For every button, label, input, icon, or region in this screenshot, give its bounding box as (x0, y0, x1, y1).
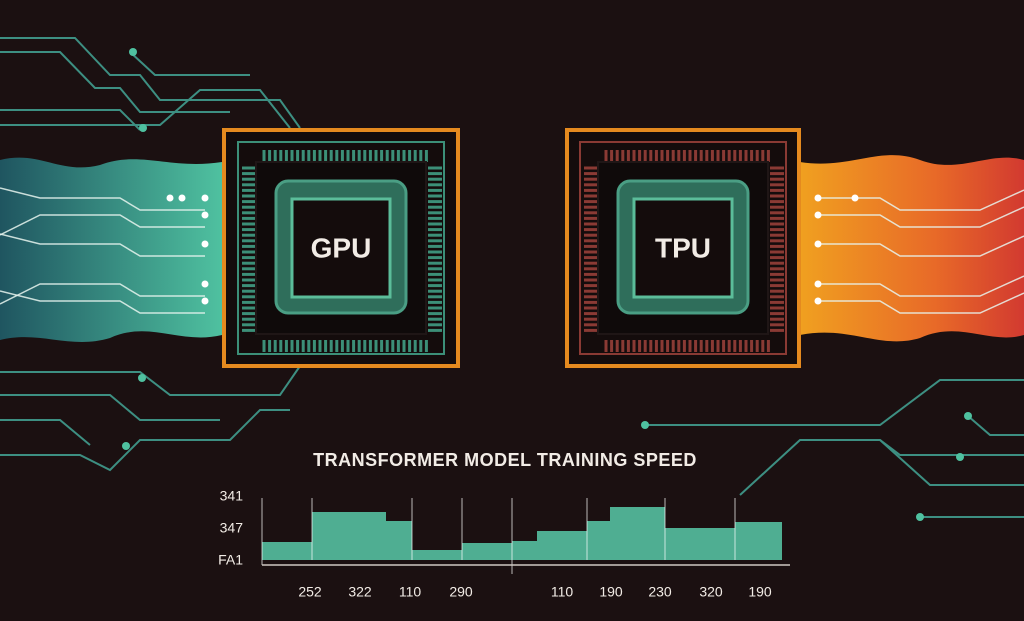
wire (818, 206, 1024, 228)
x-label: 190 (599, 584, 623, 600)
wire-node (814, 240, 822, 248)
gpu-chip: GPU (222, 128, 460, 368)
wire (0, 214, 205, 236)
wire-node (201, 240, 209, 248)
x-label: 190 (748, 584, 772, 600)
y-label: FA1 (218, 552, 243, 568)
gpu-data-stream (0, 157, 222, 342)
wire-node (851, 194, 859, 202)
wire-node (814, 194, 822, 202)
wire (0, 283, 205, 305)
chart-title: TRANSFORMER MODEL TRAINING SPEED (313, 450, 697, 470)
x-label: 252 (298, 584, 322, 600)
speed-area (262, 507, 782, 560)
wire (0, 290, 205, 314)
y-label: 347 (220, 520, 244, 536)
signal-wires (0, 187, 1024, 314)
wire-node (201, 280, 209, 288)
chip-label: TPU (655, 232, 711, 263)
x-label: 110 (551, 584, 574, 600)
tpu-data-stream (800, 155, 1024, 342)
wire-node (814, 211, 822, 219)
wire (0, 187, 205, 211)
speed-chart: TRANSFORMER MODEL TRAINING SPEED 341 347 F… (218, 450, 790, 600)
wire-node (166, 194, 174, 202)
wire (818, 275, 1024, 297)
x-label: 230 (648, 584, 672, 600)
circuit-traces (0, 37, 1024, 521)
x-label: 110 (399, 584, 422, 600)
wire (818, 235, 1024, 257)
y-label: 341 (220, 488, 244, 504)
tpu-chip: TPU (565, 128, 801, 368)
x-label: 290 (449, 584, 473, 600)
wire-node (201, 211, 209, 219)
wire-node (201, 297, 209, 305)
x-label: 320 (699, 584, 723, 600)
wire (818, 189, 1024, 211)
x-label: 322 (348, 584, 372, 600)
wire-node (814, 297, 822, 305)
chip-label: GPU (311, 232, 372, 263)
wire-node (814, 280, 822, 288)
wire-node (201, 194, 209, 202)
wire (818, 292, 1024, 314)
wire (0, 233, 205, 257)
wire-node (178, 194, 186, 202)
